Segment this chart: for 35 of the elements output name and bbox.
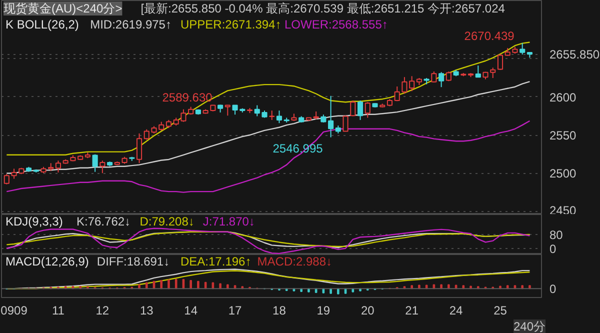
chart-title: 现货黄金(AU)<240分> bbox=[4, 2, 122, 16]
y-tick-label: 2500 bbox=[550, 166, 577, 181]
text: LOWER:2568.555↑ bbox=[284, 18, 388, 32]
legend-title: KDJ(9,3,3) bbox=[6, 214, 63, 228]
x-tick-label: 24 bbox=[449, 304, 464, 318]
series-label: K:76.762↓ bbox=[76, 214, 131, 228]
series-label: J:71.870↓ bbox=[202, 214, 255, 228]
text: 240分 bbox=[513, 320, 546, 333]
text: UPPER:2671.394↑ bbox=[180, 18, 282, 32]
legend-title: K BOLL(26,2) bbox=[6, 18, 79, 32]
y-tick-label: 2600 bbox=[550, 90, 577, 104]
y-tick-label: 2550 bbox=[550, 128, 577, 143]
series-label: MACD:2.988↓ bbox=[257, 254, 332, 268]
series-label: DIFF:18.691↓ bbox=[96, 254, 170, 268]
x-tick-label: 11 bbox=[52, 304, 65, 318]
x-tick-label: 14 bbox=[184, 304, 198, 318]
y-tick-label: 0 bbox=[550, 242, 556, 256]
x-tick-label: 12 bbox=[96, 304, 110, 318]
annotation: 2670.439 bbox=[464, 28, 515, 43]
series-label: DEA:17.196↑ bbox=[180, 254, 252, 268]
x-tick-label: 25 bbox=[494, 304, 508, 318]
x-tick-label: 19 bbox=[316, 304, 330, 318]
y-tick-label: 2655.850 bbox=[550, 48, 600, 62]
y-tick-label: 80 bbox=[550, 228, 564, 242]
legend-title: MACD(12,26,9) bbox=[6, 254, 89, 268]
chart-subtitle: [最新:2655.850 -0.04% 最高:2670.539 最低:2651.215 今开:2657.024 bbox=[140, 2, 506, 16]
x-tick-label: 20 bbox=[360, 304, 375, 318]
x-tick-label: 17 bbox=[228, 304, 242, 318]
x-tick-label: 13 bbox=[140, 304, 154, 318]
x-tick-label: 18 bbox=[272, 304, 286, 318]
series-label: D:79.208↓ bbox=[140, 214, 194, 228]
annotation: 2589.630 bbox=[162, 90, 213, 105]
text: MID:2619.975↑ bbox=[90, 18, 172, 32]
x-tick-label: 21 bbox=[405, 304, 419, 318]
x-tick-label: 0909 bbox=[0, 304, 28, 318]
